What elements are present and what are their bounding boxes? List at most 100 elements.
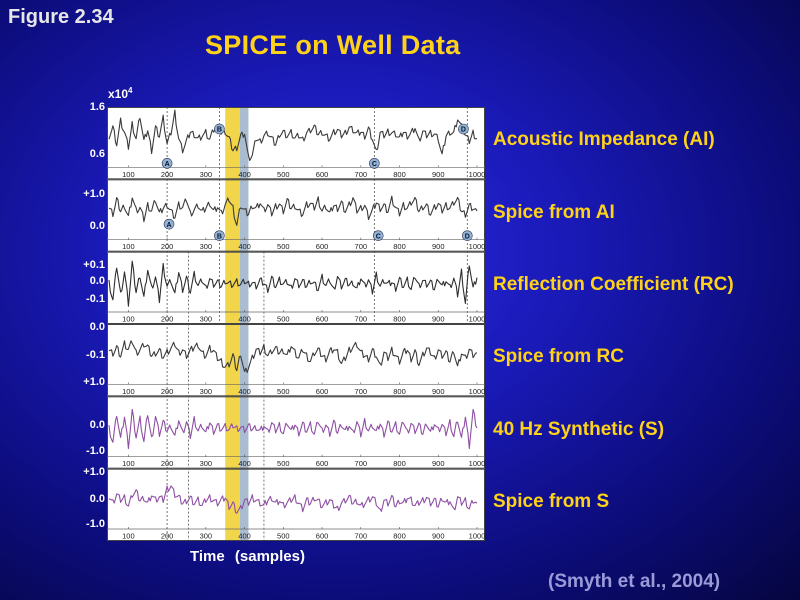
x-tick-label: 700 <box>355 387 368 396</box>
y-tick-label: 0.0 <box>89 321 105 334</box>
panel-frame-1 <box>107 179 485 252</box>
x-tick-label: 400 <box>238 170 251 179</box>
x-tick-label: 600 <box>316 170 329 179</box>
marker-label: C <box>376 233 381 240</box>
x-tick-label: 700 <box>355 315 368 324</box>
y-tick-label: 1.6 <box>89 101 105 113</box>
series-label: Acoustic Impedance (AI) <box>493 129 715 151</box>
x-tick-label: 100 <box>122 315 135 324</box>
marker-circle-a <box>161 158 173 169</box>
y-scale-exponent: 4 <box>128 86 133 95</box>
y-tick-label: +1.0 <box>83 375 105 388</box>
x-tick-label: 500 <box>277 459 290 468</box>
x-tick-label: 600 <box>316 387 329 396</box>
series-line-2 <box>108 260 478 307</box>
marker-circle-d <box>462 230 473 241</box>
x-tick-label: 500 <box>277 532 290 541</box>
chart-area: 100 200 300 400 500 600 700 800 900 1000 100 200 300… <box>107 107 485 541</box>
x-tick-label: 500 <box>277 315 290 324</box>
marker-label: A <box>165 161 170 168</box>
citation: (Smyth et al., 2004) <box>548 571 721 592</box>
x-tick-label: 300 <box>200 315 213 324</box>
y-scale-base: x10 <box>108 87 129 101</box>
y-tick-label: -1.0 <box>86 444 105 457</box>
marker-circle-c <box>369 158 380 169</box>
x-tick-label: 400 <box>238 242 251 251</box>
x-tick-label: 400 <box>238 387 251 396</box>
x-tick-label: 300 <box>200 459 213 468</box>
marker-circle-d <box>458 123 469 135</box>
x-tick-label: 100 <box>122 170 135 179</box>
y-tick-label: 0.0 <box>89 419 105 432</box>
figure-label: Figure 2.34 <box>8 6 114 28</box>
y-tick-label: +1.0 <box>83 465 105 478</box>
marker-circle-b <box>214 230 225 241</box>
y-tick-label: -1.0 <box>86 518 105 531</box>
x-tick-label: 900 <box>432 459 445 468</box>
x-tick-label: 900 <box>432 387 445 396</box>
marker-circle-a <box>163 218 175 230</box>
marker-circle-b <box>214 123 225 135</box>
x-tick-label: 700 <box>355 170 368 179</box>
x-tick-label: 300 <box>200 170 213 179</box>
marker-label: D <box>465 233 470 240</box>
x-tick-label: 800 <box>393 532 406 541</box>
marker-label: C <box>372 161 377 168</box>
x-tick-label: 900 <box>432 242 445 251</box>
series-label: Spice from RC <box>493 346 624 368</box>
x-tick-label: 600 <box>316 242 329 251</box>
x-tick-label: 800 <box>393 387 406 396</box>
panel-frame-5 <box>107 468 485 541</box>
x-tick-label: 700 <box>355 242 368 251</box>
series-label: Reflection Coefficient (RC) <box>493 273 734 295</box>
x-tick-label: 100 <box>122 387 135 396</box>
panel-frame-0 <box>107 107 485 180</box>
marker-circle-c <box>372 230 384 241</box>
y-tick-label: +1.0 <box>83 188 105 201</box>
x-tick-label: 700 <box>355 459 368 468</box>
x-tick-label: 600 <box>316 315 329 324</box>
x-tick-label: 400 <box>238 315 251 324</box>
panel-frame-3 <box>107 324 485 397</box>
x-tick-label: 400 <box>238 532 251 541</box>
series-line-4 <box>108 408 478 450</box>
marker-label: B <box>217 233 222 240</box>
x-tick-label: 200 <box>161 170 174 179</box>
x-tick-label: 1000 <box>469 170 485 179</box>
x-tick-label: 700 <box>355 532 368 541</box>
x-tick-label: 200 <box>161 242 174 251</box>
x-tick-label: 200 <box>161 459 174 468</box>
x-tick-label: 500 <box>277 170 290 179</box>
x-tick-label: 1000 <box>469 315 485 324</box>
y-tick-label: -0.1 <box>86 292 105 305</box>
x-tick-label: 800 <box>393 242 406 251</box>
x-tick-label: 500 <box>277 242 290 251</box>
x-tick-label: 800 <box>393 459 406 468</box>
series-line-5 <box>108 485 478 514</box>
x-tick-label: 300 <box>200 387 213 396</box>
x-tick-label: 800 <box>393 315 406 324</box>
x-tick-label: 900 <box>432 170 445 179</box>
series-label: 40 Hz Synthetic (S) <box>493 418 665 440</box>
series-line-1 <box>108 195 478 226</box>
x-tick-label: 200 <box>161 532 174 541</box>
marker-label: A <box>167 222 172 229</box>
x-tick-label: 400 <box>238 459 251 468</box>
panel-frame-2 <box>107 251 485 325</box>
x-tick-label: 100 <box>122 459 135 468</box>
marker-label: D <box>461 127 466 134</box>
x-tick-label: 1000 <box>469 387 485 396</box>
x-tick-label: 900 <box>432 532 445 541</box>
x-tick-label: 900 <box>432 315 445 324</box>
y-tick-label: 0.6 <box>89 148 105 161</box>
series-line-0 <box>108 109 478 162</box>
y-tick-label: +0.1 <box>83 258 105 271</box>
series-label: Spice from S <box>493 490 610 512</box>
series-line-3 <box>108 340 478 374</box>
y-scale-label: x104 <box>108 86 132 101</box>
x-tick-label: 600 <box>316 532 329 541</box>
chart-svg: 100 200 300 400 500 600 700 800 900 1000 100 200 300… <box>107 107 485 541</box>
y-tick-label: 0.0 <box>89 492 105 505</box>
x-tick-label: 100 <box>122 532 135 541</box>
x-tick-label: 1000 <box>469 532 485 541</box>
